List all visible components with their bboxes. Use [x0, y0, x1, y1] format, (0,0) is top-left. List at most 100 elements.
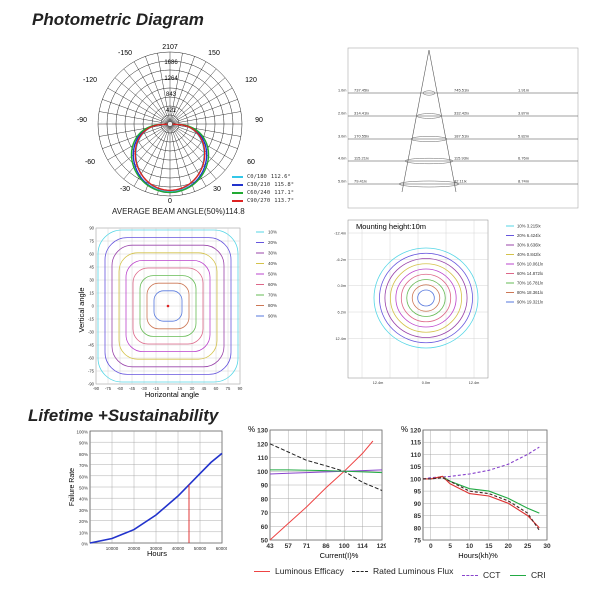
cone-row-height: 2.0m	[338, 112, 346, 116]
polar-spoke	[99, 123, 171, 137]
iso-y-tick: -15	[88, 317, 95, 322]
legend-label: CCT	[483, 570, 501, 580]
polar-legend-item: C30/210 115.8°	[232, 182, 294, 188]
legend-line	[462, 574, 478, 576]
iso-contour	[125, 260, 211, 352]
polar-curve-c90	[134, 123, 206, 192]
iso-y-tick: 45	[89, 265, 94, 270]
polar-grid	[97, 51, 243, 197]
y-tick: 100%	[76, 430, 88, 435]
fr-grid: 10000 20000 30000 40000 50000 60000 100% 90% 80%…	[76, 430, 227, 552]
legend-value: 117.1°	[274, 190, 295, 196]
cone-ellipse	[410, 136, 448, 142]
cur-xlabel: Current(I)%	[320, 551, 359, 560]
polar-spoke	[169, 99, 238, 125]
ill-legend-label: 50% 10.061lx	[517, 262, 544, 267]
series-rated-luminous-flux	[269, 443, 383, 491]
legend-line	[352, 570, 368, 572]
failure-rate-chart: 10000 20000 30000 40000 50000 60000 100% 90% 80%…	[69, 430, 227, 559]
y-tick: 70%	[79, 463, 88, 468]
ill-y-tick: -12.4m	[334, 232, 346, 236]
legend-label: C0/180	[247, 174, 267, 180]
cone-ellipse	[398, 180, 460, 188]
y-tick: 95	[414, 489, 422, 496]
isocandela-diagram: -90 -75 -60 -45 -30 -15 0 15 30 45 60 75 90 90 75 60 45 3…	[77, 226, 277, 400]
legend-efficacy: Luminous Efficacy	[254, 566, 344, 576]
polar-angle-label: -90	[77, 117, 87, 124]
iso-legend-label: 60%	[268, 282, 277, 287]
iso-legend-label: 10%	[268, 230, 277, 235]
cone-row-right: 3.87m	[518, 111, 530, 116]
y-tick: 105	[410, 464, 421, 471]
series-luminous-flux	[423, 475, 540, 529]
polar-spoke	[169, 123, 217, 180]
iso-contour	[104, 237, 232, 375]
y-tick: 90	[414, 501, 422, 508]
iso-x-tick: 15	[178, 386, 183, 391]
series-luminous-flux-2	[423, 477, 540, 531]
legend-cct: CCT	[462, 570, 500, 580]
polar-spoke	[169, 123, 241, 137]
cone-row-mid: 187.51lx	[454, 134, 469, 139]
legend-label: CRI	[531, 570, 546, 580]
iso-y-tick: -60	[88, 356, 95, 361]
y-tick: 110	[258, 455, 269, 462]
lifetime-heading: Lifetime +Sustainability	[28, 406, 219, 425]
legend-value: 113.7°	[274, 198, 295, 204]
polar-spoke	[169, 87, 233, 125]
polar-spoke	[157, 123, 171, 195]
ill-legend-label: 80% 18.361lx	[517, 290, 544, 295]
legend-swatch	[232, 184, 243, 186]
x-tick: 20000	[128, 546, 141, 551]
polar-angle-label: 90	[255, 117, 263, 124]
polar-curve-c60	[130, 123, 210, 194]
iso-x-tick: -75	[105, 386, 112, 391]
x-tick: 114	[357, 543, 368, 550]
iso-center	[166, 304, 170, 308]
cone-row-right: 8.74m	[518, 179, 530, 184]
series-cri	[270, 469, 383, 474]
iso-contour	[139, 275, 197, 337]
polar-spoke	[169, 123, 183, 195]
x-tick: 10	[466, 543, 474, 550]
polar-angle-label: 30	[213, 186, 221, 193]
failure-curve	[89, 452, 223, 544]
x-tick: 5	[448, 543, 452, 550]
iso-ylabel: Vertical angle	[77, 287, 86, 332]
ill-y-tick: 6.2m	[338, 311, 346, 315]
cone-edge-left	[401, 49, 430, 193]
y-tick: 30%	[79, 508, 88, 513]
iso-x-tick: 45	[202, 386, 207, 391]
y-tick: 50%	[79, 486, 88, 491]
polar-spoke	[114, 77, 171, 125]
x-tick: 40000	[172, 546, 185, 551]
ill-legend-label: 20% 6.424lx	[517, 233, 542, 238]
polar-legend-item: C0/180 112.6°	[232, 174, 291, 180]
polar-spoke	[102, 99, 171, 125]
polar-spoke	[169, 123, 226, 171]
illuminance-title: Mounting height:10m	[356, 222, 426, 231]
x-tick: 100	[339, 543, 350, 550]
iso-y-tick: 75	[89, 239, 94, 244]
polar-angle-label: -60	[85, 159, 95, 166]
polar-spoke	[99, 111, 171, 125]
cone-row-mid: 115.93lx	[454, 156, 469, 161]
y-tick: 90	[261, 483, 269, 490]
polar-radial-label: 843	[166, 92, 177, 98]
ill-legend-label: 60% 14.872lx	[517, 271, 544, 276]
fr-plot	[89, 452, 223, 544]
polar-angle-label: -30	[120, 186, 130, 193]
cur-grid: 43 57 71 86 100 114 129 50 60 70 80 90 100 110 120 130	[257, 428, 386, 551]
iso-legend: 10% 20% 30% 40% 50% 60% 70% 80% 90%	[256, 230, 277, 319]
y-tick: 110	[411, 452, 422, 459]
series-cct	[269, 469, 383, 475]
y-tick: 70	[261, 510, 269, 517]
legend-line	[254, 570, 270, 572]
polar-angle-label: 120	[245, 77, 257, 84]
iso-x-tick: 60	[214, 386, 219, 391]
y-tick: 120	[410, 428, 421, 435]
polar-diagram: 2107 1686 1264 843 421 -150 150 -120 -90…	[77, 44, 263, 205]
iso-contour	[146, 282, 190, 330]
x-tick: 0	[429, 543, 433, 550]
polar-spoke	[169, 56, 195, 125]
